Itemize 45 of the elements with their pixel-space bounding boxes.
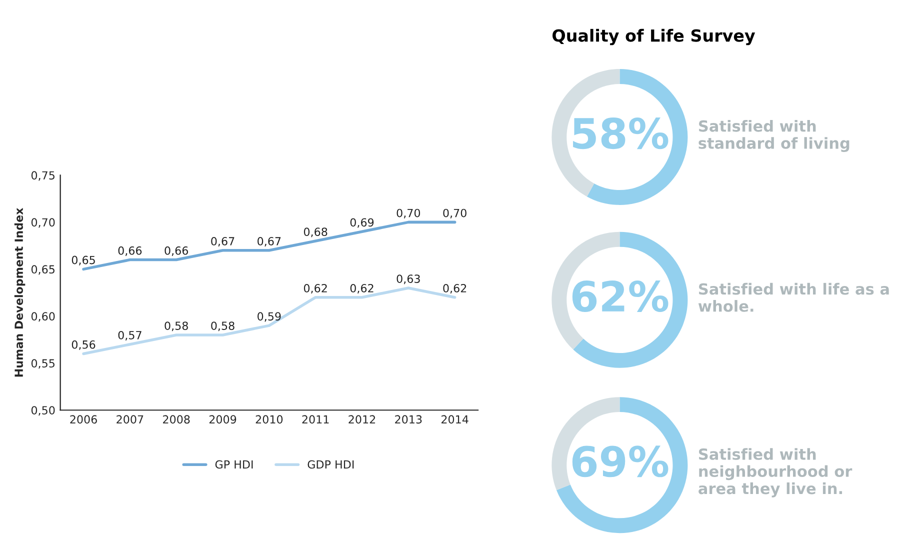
legend-label: GP HDI (215, 460, 253, 469)
y-tick-label: 0,70 (31, 218, 55, 228)
x-tick-label: 2009 (209, 415, 236, 424)
x-tick-label: 2012 (348, 415, 376, 424)
data-label: 0,57 (118, 330, 142, 341)
data-label: 0,56 (72, 340, 96, 350)
data-label: 0,70 (396, 208, 420, 218)
x-tick-label: 2011 (302, 415, 329, 424)
legend-label: GDP HDI (308, 460, 354, 469)
x-tick-label: 2014 (441, 415, 468, 424)
data-label: 0,62 (304, 284, 327, 294)
y-axis-title: Human Development Index (14, 208, 26, 377)
data-label: 0,62 (350, 284, 374, 294)
data-label: 0,66 (118, 246, 142, 256)
x-tick-label: 2010 (256, 415, 283, 424)
y-tick-label: 0,60 (31, 312, 55, 322)
data-label: 0,68 (304, 228, 328, 238)
y-tick-label: 0,50 (31, 406, 55, 416)
y-tick-label: 0,75 (31, 171, 54, 181)
data-label: 0,67 (258, 237, 281, 247)
data-label: 0,63 (396, 274, 420, 284)
data-label: 62% (572, 280, 668, 312)
y-tick-label: 0,65 (31, 265, 54, 275)
data-label: 0,67 (211, 237, 234, 247)
data-label: 0,62 (443, 284, 466, 294)
data-label: 0,69 (350, 218, 374, 228)
y-tick-label: 0,55 (31, 359, 54, 369)
data-label: 0,58 (211, 322, 234, 332)
x-tick-label: 2013 (395, 415, 422, 424)
slice-label: Satisfied with standard of living (698, 120, 850, 152)
slice-label: Satisfied with life as a whole. (698, 282, 889, 312)
donut-slice (573, 232, 688, 368)
x-tick-label: 2007 (116, 415, 144, 424)
data-label: 0,58 (164, 322, 188, 332)
data-label: 69% (572, 446, 668, 478)
data-label: 58% (573, 118, 668, 150)
slice-label: Satisfied with neighbourhood or area they live in. (698, 448, 852, 498)
donut-slice (556, 397, 688, 534)
data-label: 0,59 (258, 312, 281, 322)
x-tick-label: 2006 (70, 415, 97, 424)
data-label: 0,65 (72, 256, 95, 266)
chart-title: Quality of Life Survey (552, 28, 756, 46)
data-label: 0,70 (443, 208, 466, 218)
data-label: 0,66 (164, 246, 188, 256)
x-tick-label: 2008 (163, 415, 190, 424)
